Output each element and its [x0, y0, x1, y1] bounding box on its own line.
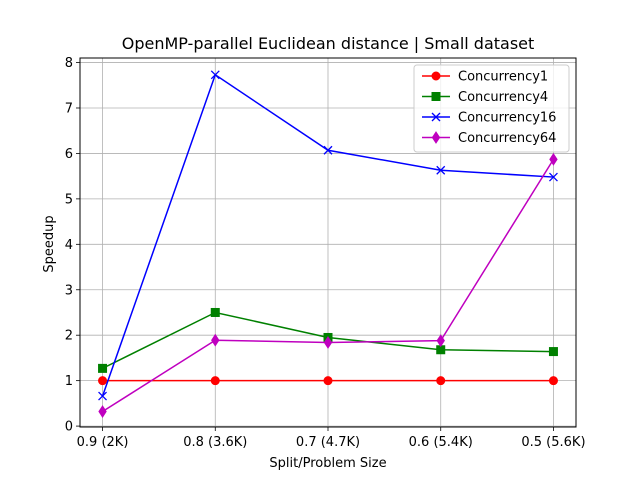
- grid: [80, 58, 576, 427]
- y-axis-label: Speedup: [42, 215, 57, 272]
- series-lines: [98, 70, 558, 418]
- y-tick-label: 6: [65, 147, 73, 162]
- data-point: [98, 376, 108, 386]
- legend-box: [413, 64, 570, 153]
- y-tick-label: 7: [65, 101, 73, 116]
- legend-label: Concurrency16: [458, 111, 556, 126]
- legend-swatch-marker: [431, 71, 441, 81]
- legend-swatch-marker: [431, 112, 441, 122]
- data-point: [211, 333, 220, 347]
- y-tick-label: 5: [65, 192, 73, 207]
- data-point: [548, 172, 558, 182]
- x-tick-label: 0.7 (4.7K): [296, 435, 360, 450]
- data-point: [436, 334, 445, 348]
- legend: Concurrency1 Concurrency4 Concurrency16 Con…: [413, 64, 570, 153]
- data-point: [98, 391, 108, 401]
- chart-title: OpenMP-parallel Euclidean distance | Sma…: [122, 34, 535, 53]
- data-point: [98, 405, 107, 418]
- data-point: [323, 336, 333, 349]
- series-3: [98, 70, 558, 401]
- data-point: [323, 376, 333, 386]
- legend-label: Concurrency4: [458, 90, 548, 105]
- y-tick-label: 0: [65, 420, 73, 435]
- series-1: [98, 376, 558, 386]
- x-axis-label: Split/Problem Size: [269, 456, 386, 471]
- data-point: [436, 165, 446, 175]
- x-tick-label: 0.6 (5.4K): [409, 435, 473, 450]
- y-tick-label: 4: [65, 238, 73, 253]
- x-tick-label: 0.8 (3.6K): [183, 435, 247, 450]
- legend-label: Concurrency1: [458, 70, 548, 85]
- data-point: [210, 307, 220, 317]
- y-tick-label: 8: [65, 56, 73, 71]
- legend-swatch-marker: [431, 131, 441, 144]
- data-point: [210, 70, 220, 80]
- y-tick-label: 1: [65, 374, 73, 389]
- data-point: [323, 145, 333, 155]
- legend-label: Concurrency64: [458, 131, 556, 146]
- series-4: [98, 152, 558, 418]
- data-point: [98, 363, 108, 373]
- data-point: [548, 376, 558, 386]
- x-tick-label: 0.9 (2K): [77, 435, 129, 450]
- y-tick-label: 3: [65, 283, 73, 298]
- legend-swatch-marker: [431, 92, 441, 101]
- data-point: [436, 376, 446, 386]
- x-tick-label: 0.5 (5.6K): [521, 435, 585, 450]
- y-tick-label: 2: [65, 329, 73, 344]
- data-point: [210, 376, 220, 386]
- data-point: [549, 152, 558, 166]
- ticks: 0 1 2 3 4 5 6 7 8 0.9 (2K) 0.8 (3.6K) 0.7 (4.7K) 0.6…: [65, 56, 586, 450]
- data-point: [548, 347, 558, 357]
